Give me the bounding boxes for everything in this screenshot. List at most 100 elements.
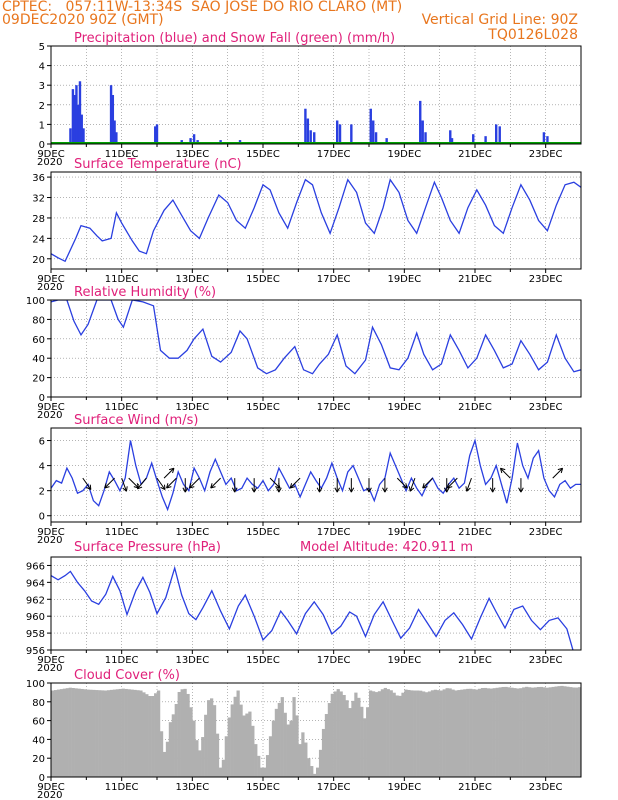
precip-bar — [75, 85, 78, 144]
cloud-bar — [513, 688, 517, 777]
cloud-bar — [383, 687, 387, 777]
x-tick-label: 15DEC — [246, 149, 280, 160]
header-location: CPTEC: 057:11W-13:34S SAO JOSE DO RIO CL… — [2, 0, 403, 15]
wind-arrow-head — [348, 487, 355, 493]
cloud-bar — [357, 697, 361, 777]
cloud-bar — [298, 744, 302, 777]
cloud-bar — [245, 713, 249, 777]
y-tick-label: 60 — [32, 717, 45, 728]
cloud-bar — [295, 715, 299, 777]
y-tick-label: 5 — [39, 42, 45, 53]
wind-arrow-head — [276, 487, 282, 493]
wind-arrow-head — [408, 486, 415, 492]
panel-title: Precipitation (blue) and Snow Fall (gree… — [74, 31, 395, 46]
cloud-bar — [348, 708, 352, 777]
cloud-bar — [145, 694, 149, 777]
cloud-bar — [71, 688, 75, 777]
cloud-bar — [333, 691, 337, 777]
x-tick-label: 9DEC — [37, 782, 64, 793]
cloud-bar — [374, 692, 379, 777]
wind-arrow-head — [316, 487, 323, 493]
cloud-bar — [413, 690, 417, 777]
x-tick-label: 9DEC — [37, 527, 64, 538]
x-tick-label: 17DEC — [317, 274, 351, 285]
cloud-bar — [239, 704, 243, 777]
cloud-bar — [569, 687, 573, 777]
wind-arrow-head — [136, 483, 143, 490]
cloud-bar — [472, 689, 476, 777]
cloud-bar — [62, 688, 67, 777]
y-tick-label: 2 — [39, 487, 45, 498]
cloud-bar — [525, 686, 529, 777]
cloud-bar — [542, 687, 546, 777]
x-tick-label: 9DEC — [37, 274, 64, 285]
y-tick-label: 962 — [26, 595, 45, 606]
wind-arrow-head — [334, 487, 341, 493]
x-tick-label: 13DEC — [175, 274, 209, 285]
x-tick-label: 9DEC — [37, 149, 64, 160]
cloud-bar — [224, 736, 228, 777]
precip-bar — [71, 89, 75, 144]
cloud-bar — [95, 690, 99, 777]
precip-bar — [484, 136, 487, 144]
y-tick-label: 32 — [32, 194, 45, 205]
panel-frame — [50, 171, 582, 270]
cloud-bar — [395, 695, 399, 777]
cloud-bar — [427, 691, 432, 777]
cloud-bar — [424, 692, 429, 777]
cloud-bar — [207, 700, 211, 777]
wind-arrow — [396, 477, 408, 489]
x-tick-label: 13DEC — [175, 402, 209, 413]
y-tick-label: 0 — [39, 512, 45, 523]
cloud-bar — [351, 700, 355, 777]
cloud-bar — [507, 687, 511, 777]
x-tick-label: 21DEC — [458, 149, 492, 160]
cloud-bar — [492, 688, 496, 777]
x-tick-label: 17DEC — [317, 782, 351, 793]
series-line — [51, 300, 581, 375]
cloud-bar — [475, 689, 479, 777]
cloud-bar — [504, 686, 508, 777]
cloud-bar — [254, 744, 258, 777]
y-tick-label: 100 — [26, 679, 45, 690]
precip-bar — [472, 134, 475, 144]
precip-bar — [309, 130, 312, 144]
precip-bar — [419, 100, 422, 144]
y-tick-label: 958 — [26, 629, 45, 640]
header-datetime: 09DEC2020 90Z (GMT) — [2, 12, 164, 28]
y-tick-label: 28 — [32, 214, 45, 225]
y-tick-label: 956 — [26, 646, 45, 657]
cloud-bar — [59, 689, 64, 777]
cloud-bar — [392, 692, 396, 777]
cloud-bar — [68, 687, 72, 777]
x-tick-label: 13DEC — [175, 527, 209, 538]
cloud-bar — [307, 758, 311, 777]
year-label: 2020 — [37, 663, 62, 674]
wind-arrow — [466, 477, 472, 492]
cloud-bar — [280, 697, 284, 777]
cloud-bar — [442, 689, 446, 777]
y-tick-label: 0 — [39, 140, 45, 151]
cloud-bar — [263, 767, 267, 777]
cloud-bar — [330, 693, 334, 777]
cloud-bar — [292, 697, 296, 777]
x-tick-label: 23DEC — [529, 527, 563, 538]
wind-arrow — [189, 477, 200, 489]
cloud-bar — [133, 689, 137, 777]
cloud-bar — [422, 691, 426, 777]
x-tick-label: 11DEC — [105, 149, 139, 160]
cloud-bar — [575, 687, 579, 777]
cloud-bar — [80, 688, 84, 777]
cloud-bar — [301, 732, 305, 777]
cloud-bar — [142, 692, 146, 777]
cloud-bar — [257, 755, 261, 777]
cloud-bar — [578, 687, 581, 777]
wind-arrow-head — [122, 486, 128, 492]
panel-3: 0 2 4 6 9DEC 11DEC 13DEC 15DEC 17DEC 19DEC 21DEC 23… — [37, 413, 582, 546]
precip-bar — [109, 85, 113, 144]
cloud-bar — [545, 687, 549, 777]
x-tick-label: 13DEC — [175, 782, 209, 793]
panel-title: Surface Temperature (nC) — [74, 157, 242, 172]
x-tick-label: 11DEC — [105, 402, 139, 413]
plot-area — [51, 300, 581, 375]
